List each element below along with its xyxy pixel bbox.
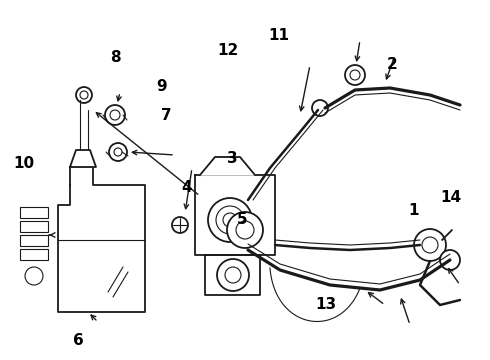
Text: 11: 11 (269, 28, 290, 44)
Circle shape (350, 70, 360, 80)
Text: 1: 1 (409, 203, 419, 218)
Circle shape (208, 198, 252, 242)
Polygon shape (58, 167, 145, 312)
Text: 10: 10 (13, 156, 34, 171)
Circle shape (172, 217, 188, 233)
Bar (20, 235, 48, 246)
Circle shape (223, 213, 237, 227)
Text: 14: 14 (440, 190, 462, 206)
Polygon shape (200, 157, 255, 175)
Circle shape (225, 267, 241, 283)
Circle shape (227, 212, 263, 248)
Circle shape (25, 267, 43, 285)
Text: 13: 13 (315, 297, 337, 312)
Text: 8: 8 (110, 50, 121, 65)
Circle shape (114, 148, 122, 156)
Text: 5: 5 (237, 212, 248, 227)
Circle shape (236, 221, 254, 239)
Circle shape (312, 100, 328, 116)
Circle shape (80, 91, 88, 99)
Text: 6: 6 (73, 333, 84, 348)
Bar (20, 249, 48, 260)
Circle shape (105, 105, 125, 125)
Circle shape (76, 87, 92, 103)
Circle shape (440, 250, 460, 270)
Text: 12: 12 (217, 43, 239, 58)
Circle shape (216, 206, 244, 234)
Text: 4: 4 (181, 180, 192, 195)
Bar (20, 207, 48, 218)
Polygon shape (205, 255, 260, 295)
Bar (20, 221, 48, 232)
Circle shape (422, 237, 438, 253)
Text: 9: 9 (156, 79, 167, 94)
Circle shape (110, 110, 120, 120)
Text: 2: 2 (387, 57, 397, 72)
Circle shape (217, 259, 249, 291)
Polygon shape (70, 150, 96, 167)
Polygon shape (195, 175, 275, 255)
Text: 7: 7 (161, 108, 172, 123)
Circle shape (109, 143, 127, 161)
Circle shape (414, 229, 446, 261)
Text: 3: 3 (227, 151, 238, 166)
Circle shape (345, 65, 365, 85)
